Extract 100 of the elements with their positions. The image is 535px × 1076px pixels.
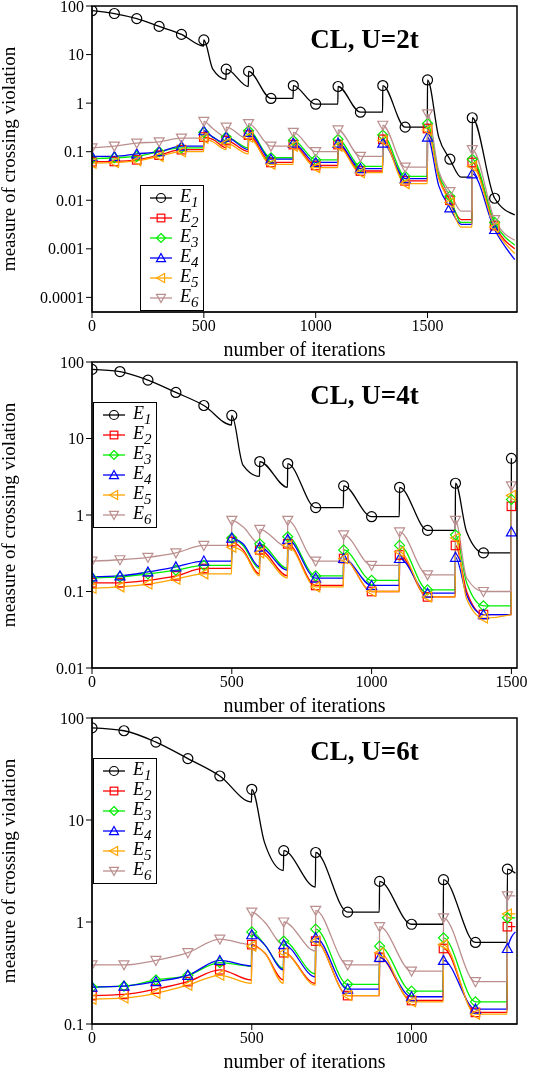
point [118, 960, 130, 971]
point [153, 137, 165, 148]
point [405, 966, 418, 977]
point [405, 918, 418, 930]
point [466, 160, 477, 172]
point [505, 452, 517, 464]
point [501, 908, 513, 920]
point [502, 921, 513, 932]
point [477, 547, 490, 559]
point [142, 552, 154, 563]
point [405, 985, 418, 997]
point [142, 578, 153, 590]
point [310, 556, 322, 567]
point [489, 192, 501, 204]
x-tick-label: 0 [88, 673, 96, 691]
point [393, 527, 406, 538]
point [444, 187, 456, 198]
point [282, 457, 294, 470]
point [405, 991, 418, 1002]
point [501, 863, 514, 875]
point [449, 477, 462, 489]
point [265, 92, 277, 105]
point [466, 153, 478, 165]
y-tick-label: 10 [68, 430, 84, 448]
point [501, 912, 514, 924]
point [366, 560, 378, 571]
point [310, 905, 322, 916]
point [198, 116, 210, 128]
y-tick-label: 1 [76, 913, 84, 931]
y-tick-label: 0.1 [64, 143, 84, 161]
point [198, 540, 210, 552]
point [449, 551, 462, 562]
point [421, 524, 434, 536]
point [399, 162, 411, 173]
legend-label: E$_{1}$ [180, 185, 199, 210]
point [421, 570, 434, 581]
y-tick-label: 0.1 [64, 583, 84, 601]
point [393, 552, 406, 564]
point [131, 138, 143, 149]
point [437, 913, 450, 924]
point [150, 955, 162, 967]
point [469, 936, 482, 949]
y-tick-label: 1 [76, 94, 84, 112]
text: CL, U=6t [310, 736, 419, 766]
point [198, 555, 210, 566]
point [118, 992, 129, 1004]
point [444, 202, 456, 213]
point [170, 573, 181, 585]
y-axis-title: measure of crossing violation [0, 758, 19, 984]
point [310, 501, 322, 514]
y-tick-label: 0.01 [56, 191, 84, 209]
point [214, 969, 225, 981]
point [226, 409, 238, 422]
point [254, 547, 265, 559]
point [151, 984, 161, 994]
x-tick-label: 500 [191, 317, 216, 335]
point [354, 151, 367, 162]
point [287, 127, 299, 138]
legend-label: E$_{1}$ [133, 758, 152, 783]
point [226, 536, 237, 547]
point [438, 943, 449, 954]
point [170, 564, 182, 576]
point [342, 906, 354, 918]
point [118, 725, 130, 737]
legend-label: E$_{1}$ [133, 402, 152, 427]
y-axis-title: measure of crossing violation [0, 402, 19, 628]
point [437, 874, 450, 886]
y-tick-label: 100 [60, 709, 84, 727]
point [153, 20, 165, 33]
x-tick-label: 1000 [299, 317, 332, 335]
point [373, 875, 386, 888]
point [477, 586, 490, 598]
point [450, 540, 461, 551]
point [198, 559, 210, 571]
point [366, 574, 378, 586]
point [214, 934, 226, 945]
x-tick-label: 0 [88, 1029, 96, 1047]
point [242, 65, 255, 77]
x-axis-title: number of iterations [223, 338, 386, 360]
point [310, 98, 322, 110]
point [246, 783, 258, 795]
point [150, 987, 161, 999]
point [469, 996, 482, 1008]
x-tick-label: 1500 [495, 673, 528, 691]
point [170, 561, 182, 572]
point [421, 117, 434, 130]
point [278, 917, 290, 928]
point [437, 954, 450, 966]
y-axis-title: measure of crossing violation [0, 46, 19, 272]
point [366, 579, 378, 591]
text: CL, U=2t [309, 24, 420, 55]
x-tick-label: 0 [88, 317, 96, 335]
point [242, 118, 255, 130]
point [393, 546, 405, 558]
x-axis-title: number of iterations [223, 1050, 386, 1072]
point [198, 34, 210, 46]
point [278, 939, 290, 950]
point [506, 501, 517, 512]
point [421, 74, 434, 86]
point [338, 544, 350, 556]
